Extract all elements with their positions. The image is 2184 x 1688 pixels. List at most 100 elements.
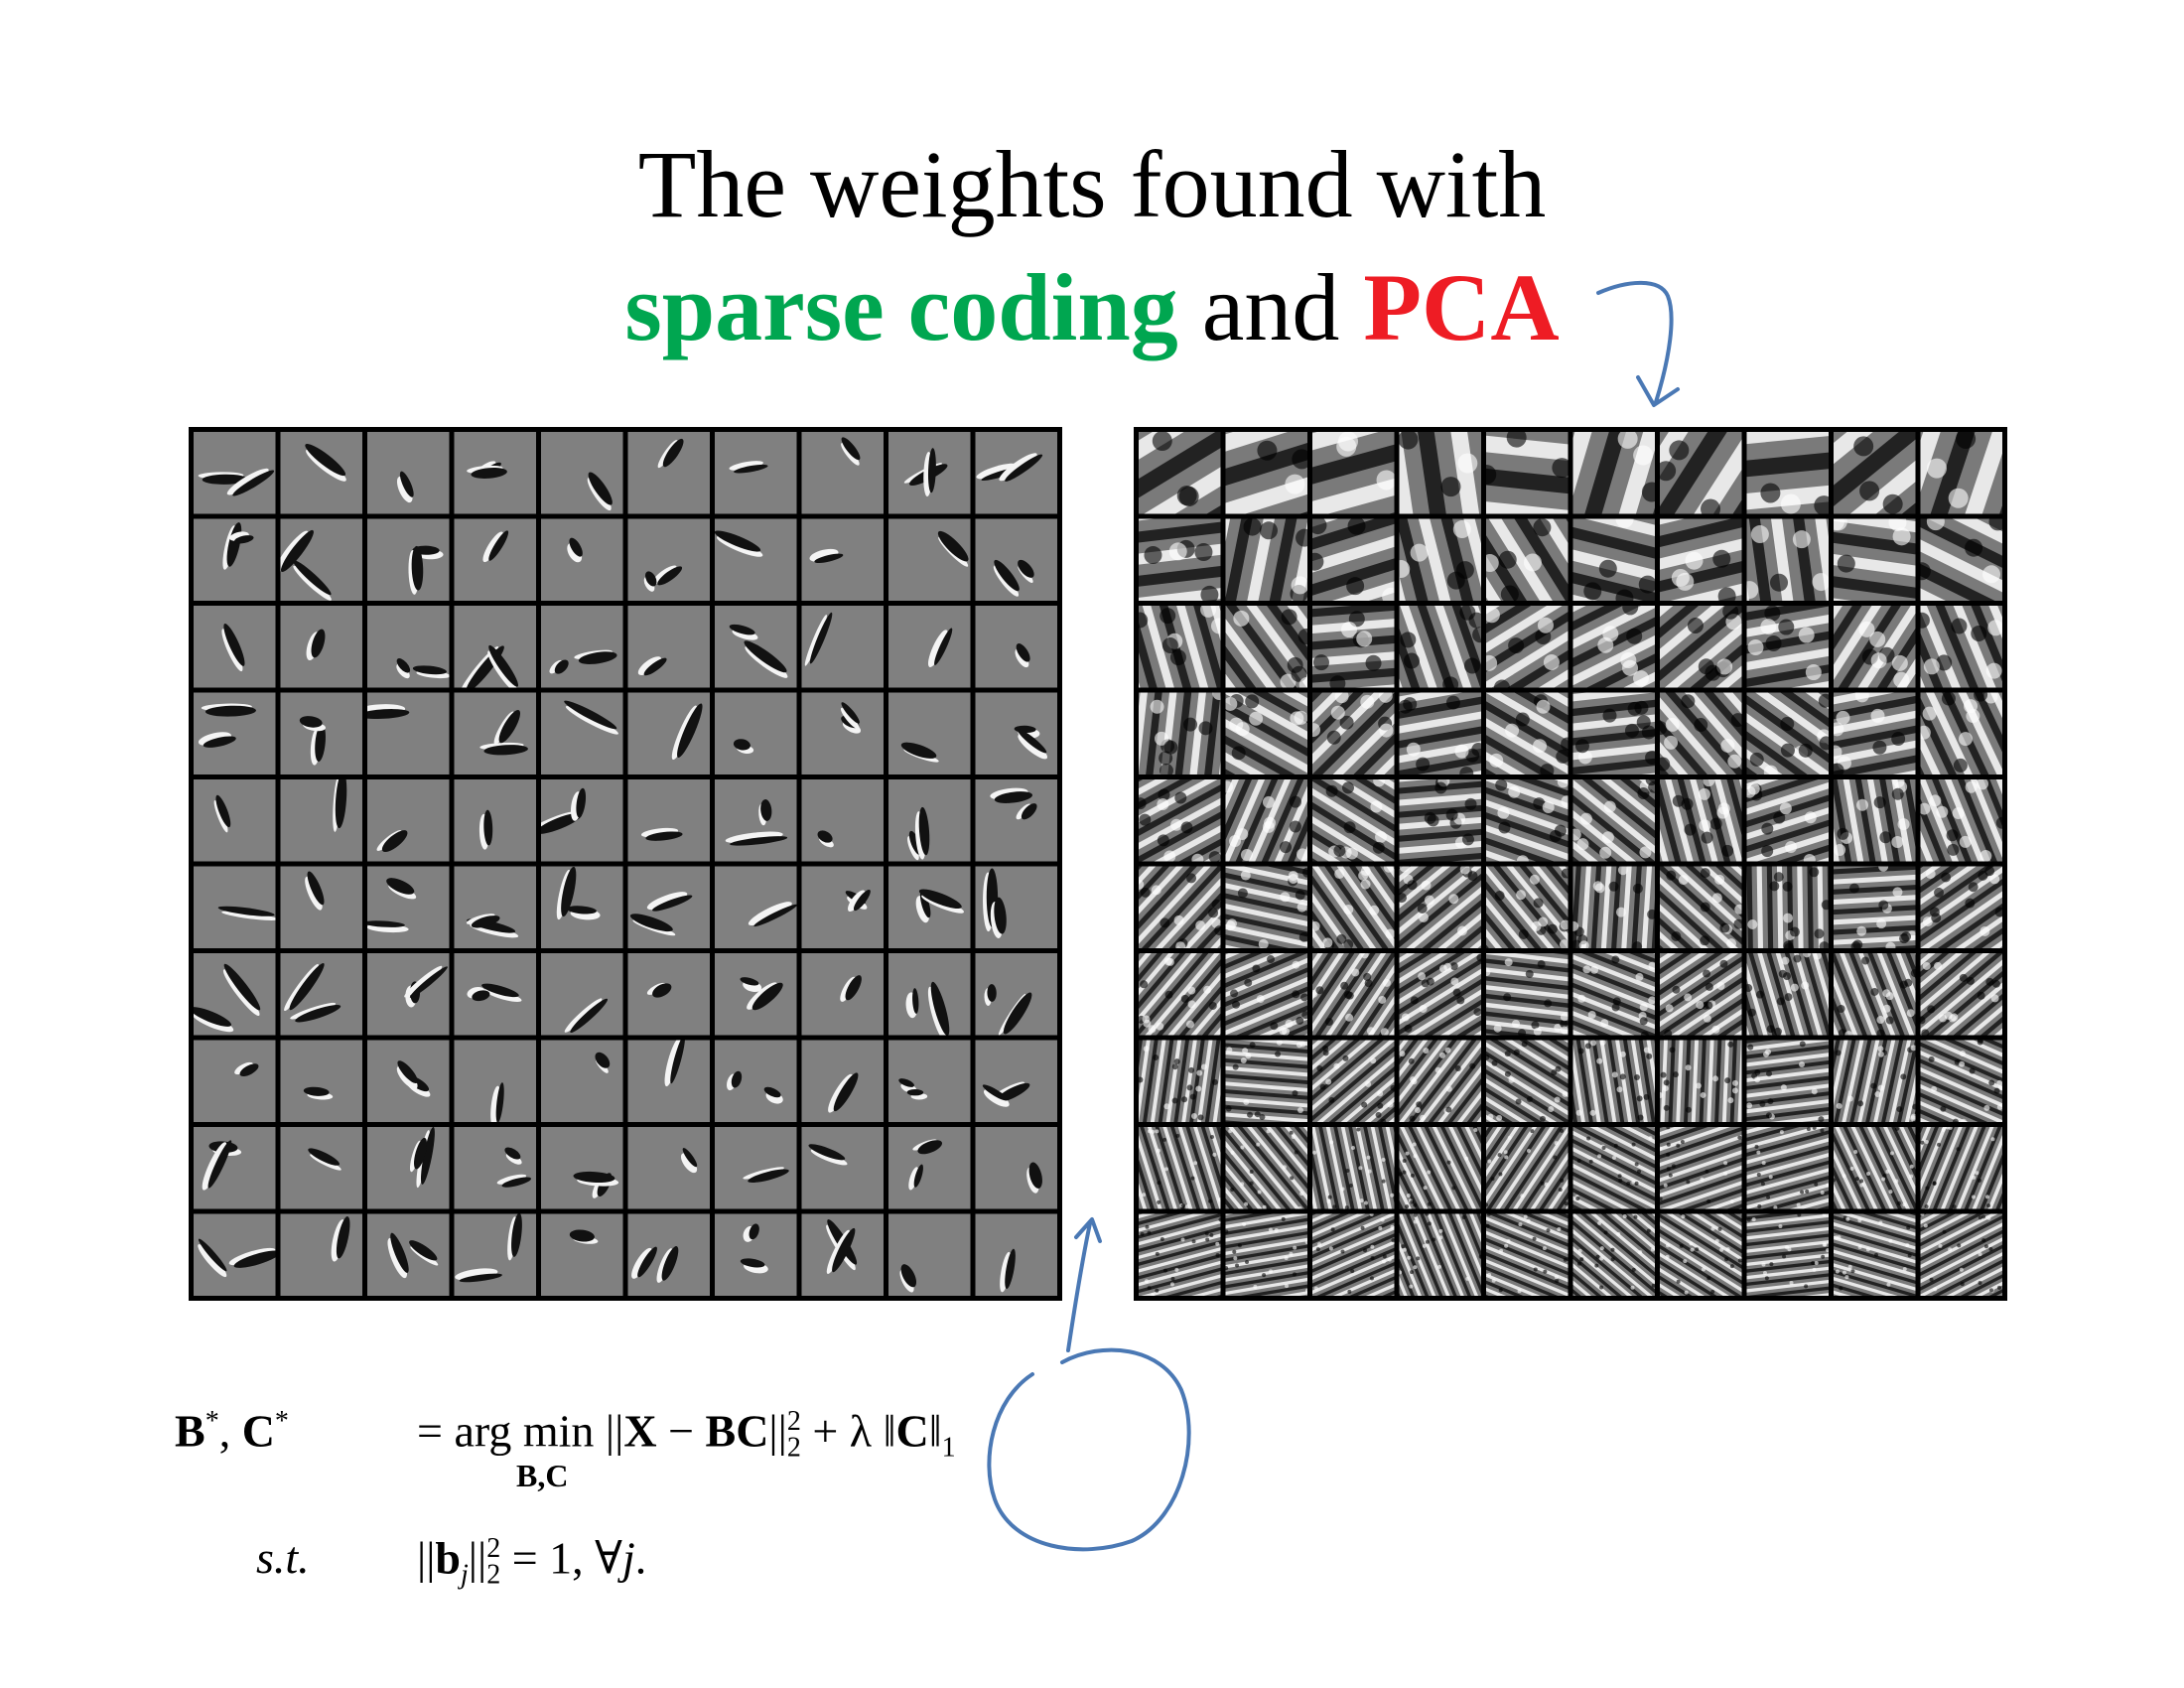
pca-patch <box>1486 1040 1569 1122</box>
pca-patch <box>1399 779 1481 862</box>
sc-patch <box>280 432 362 514</box>
pca-patch <box>1486 518 1569 601</box>
pca-patch <box>1572 692 1655 774</box>
sc-patch <box>627 692 710 774</box>
pca-patch <box>1139 779 1221 862</box>
pca-patch <box>1399 1040 1481 1122</box>
sc-patch <box>975 692 1057 774</box>
pca-patch <box>1139 866 1221 948</box>
sc-patch <box>367 1127 450 1209</box>
sc-patch <box>975 866 1057 948</box>
pca-patch <box>1660 606 1742 688</box>
pca-patch <box>1312 779 1395 862</box>
pca-patch <box>1920 432 2002 514</box>
sc-patch <box>801 779 884 862</box>
sc-patch <box>715 518 797 601</box>
sc-patch <box>715 606 797 688</box>
pca-patch <box>1746 1127 1829 1209</box>
sc-patch <box>367 866 450 948</box>
sc-patch <box>194 953 276 1036</box>
pca-patch <box>1312 432 1395 514</box>
sc-patch <box>888 518 971 601</box>
sc-patch <box>888 692 971 774</box>
pca-patch <box>1660 779 1742 862</box>
pca-patch <box>1486 866 1569 948</box>
pca-label: PCA <box>1363 254 1560 360</box>
pca-patch <box>1834 779 1916 862</box>
sc-patch <box>627 1127 710 1209</box>
pca-patch <box>1746 866 1829 948</box>
sc-patch <box>975 1040 1057 1122</box>
pca-patch <box>1312 1213 1395 1296</box>
pca-patch <box>1834 606 1916 688</box>
pca-patch <box>1225 1040 1307 1122</box>
arrow-to-l1-term <box>1066 1217 1102 1352</box>
pca-weights-grid <box>1134 427 2007 1301</box>
pca-patch <box>1399 692 1481 774</box>
sc-patch <box>541 606 623 688</box>
pca-patch <box>1486 1213 1569 1296</box>
sc-patch <box>280 866 362 948</box>
sc-patch <box>194 1127 276 1209</box>
sparse-coding-weights-grid <box>189 427 1062 1301</box>
sc-patch <box>801 432 884 514</box>
pca-patch <box>1920 1127 2002 1209</box>
sc-patch <box>454 432 536 514</box>
sc-patch <box>280 779 362 862</box>
sc-patch <box>715 866 797 948</box>
pca-patch <box>1399 606 1481 688</box>
pca-patch <box>1572 1127 1655 1209</box>
sc-patch <box>194 518 276 601</box>
pca-patch <box>1486 953 1569 1036</box>
sc-patch <box>801 1213 884 1296</box>
sc-patch <box>715 1040 797 1122</box>
sc-patch <box>541 779 623 862</box>
sc-patch <box>975 432 1057 514</box>
sc-patch <box>627 1213 710 1296</box>
sc-patch <box>541 518 623 601</box>
equation-lhs: B*, C* <box>175 1405 289 1457</box>
pca-patch <box>1834 432 1916 514</box>
sc-patch <box>715 953 797 1036</box>
pca-patch <box>1572 866 1655 948</box>
sc-patch <box>541 1127 623 1209</box>
sc-patch <box>888 779 971 862</box>
sc-patch <box>541 1040 623 1122</box>
sc-patch <box>627 953 710 1036</box>
sc-patch <box>888 432 971 514</box>
subject-to-label: s.t. <box>256 1532 310 1583</box>
pca-patch <box>1139 1040 1221 1122</box>
pca-patch <box>1486 1127 1569 1209</box>
sc-patch <box>627 432 710 514</box>
pca-patch <box>1572 606 1655 688</box>
sc-patch <box>280 692 362 774</box>
and-label: and <box>1177 254 1364 360</box>
pca-patch <box>1312 606 1395 688</box>
pca-patch <box>1312 1127 1395 1209</box>
pca-patch <box>1746 606 1829 688</box>
sc-patch <box>888 953 971 1036</box>
sc-patch <box>541 953 623 1036</box>
pca-patch <box>1139 692 1221 774</box>
pca-patch <box>1139 432 1221 514</box>
pca-patch <box>1312 1040 1395 1122</box>
sc-patch <box>627 1040 710 1122</box>
sc-patch <box>454 692 536 774</box>
sc-patch <box>975 1127 1057 1209</box>
pca-patch <box>1139 606 1221 688</box>
sc-patch <box>280 953 362 1036</box>
sc-patch <box>194 692 276 774</box>
sc-patch <box>454 866 536 948</box>
sparse-coding-label: sparse coding <box>624 254 1178 360</box>
pca-patch <box>1834 953 1916 1036</box>
sc-patch <box>541 866 623 948</box>
sc-patch <box>280 606 362 688</box>
pca-patch <box>1225 692 1307 774</box>
pca-patch <box>1660 518 1742 601</box>
pca-patch <box>1572 432 1655 514</box>
pca-patch <box>1225 866 1307 948</box>
pca-patch <box>1660 866 1742 948</box>
sc-patch <box>454 1127 536 1209</box>
sc-patch <box>194 606 276 688</box>
pca-patch <box>1399 432 1481 514</box>
